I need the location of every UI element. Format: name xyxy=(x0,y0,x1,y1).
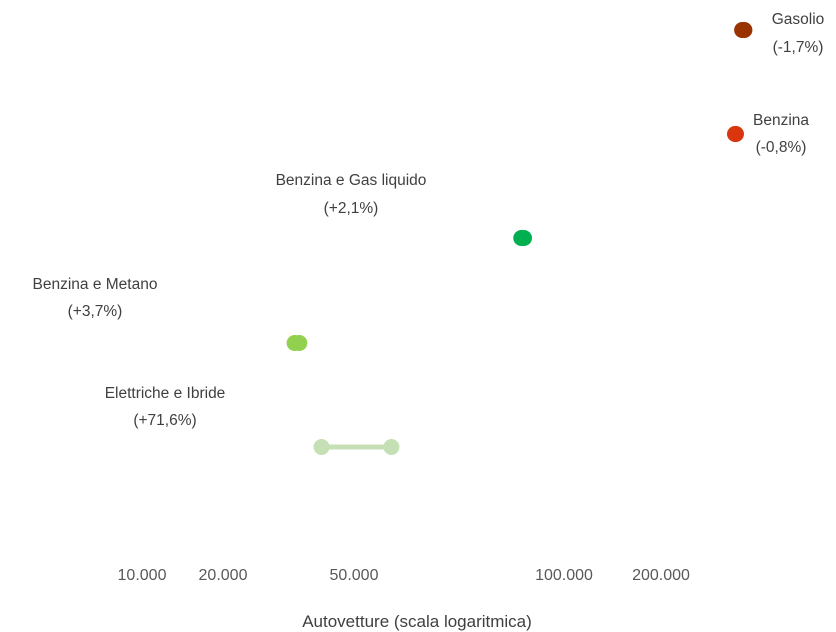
label-benzina-gas-liquido: Benzina e Gas liquido xyxy=(276,172,427,189)
point-end-benzina-e-metano xyxy=(291,335,308,351)
x-tick-100000: 100.000 xyxy=(535,567,593,584)
x-tick-200000: 200.000 xyxy=(632,567,690,584)
change-gasolio: (-1,7%) xyxy=(773,39,824,56)
x-tick-20000: 20.000 xyxy=(199,567,248,584)
point-end-benzina xyxy=(727,126,744,142)
point-end-elettriche-e-ibride xyxy=(383,439,400,455)
label-benzina-metano: Benzina e Metano xyxy=(33,276,158,293)
x-tick-10000: 10.000 xyxy=(118,567,167,584)
change-benzina-gas-liquido: (+2,1%) xyxy=(324,200,379,217)
category-labels: Gasolio (-1,7%) Benzina (-0,8%) Benzina … xyxy=(33,11,825,429)
x-axis-title: Autovetture (scala logaritmica) xyxy=(302,612,532,631)
point-end-gasolio xyxy=(734,22,751,38)
point-start-elettriche-e-ibride xyxy=(313,439,330,455)
change-benzina: (-0,8%) xyxy=(756,139,807,156)
change-elettriche-ibride: (+71,6%) xyxy=(133,412,196,429)
label-benzina: Benzina xyxy=(753,112,809,129)
change-benzina-metano: (+3,7%) xyxy=(68,303,123,320)
point-end-benzina-e-gas-liquido xyxy=(516,230,533,246)
chart-marks xyxy=(286,22,753,455)
label-elettriche-ibride: Elettriche e Ibride xyxy=(105,385,226,402)
x-tick-50000: 50.000 xyxy=(330,567,379,584)
x-axis-ticks: 10.000 20.000 50.000 100.000 200.000 xyxy=(118,567,690,584)
label-gasolio: Gasolio xyxy=(772,11,825,28)
